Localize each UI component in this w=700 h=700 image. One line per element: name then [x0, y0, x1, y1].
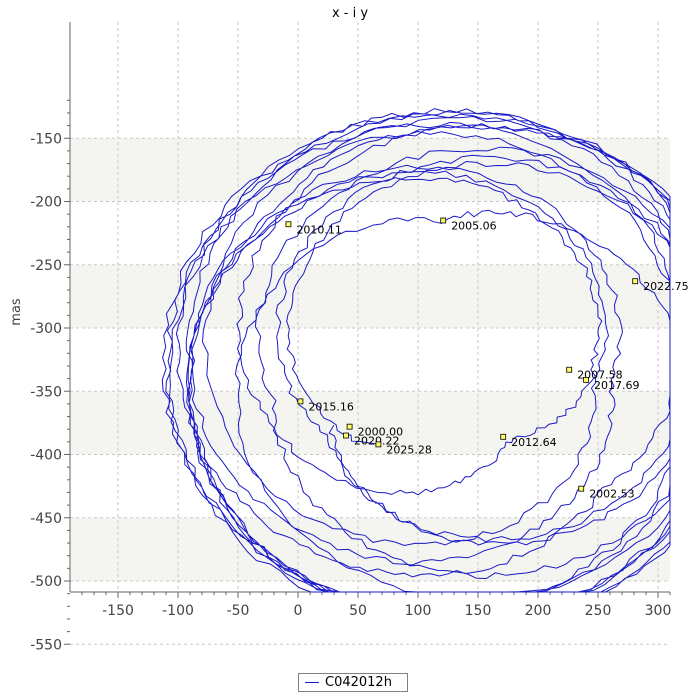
x-tick-label: 250	[585, 603, 612, 619]
epoch-label: 2017.69	[594, 379, 640, 392]
x-tick-label: 300	[645, 603, 672, 619]
epoch-marker	[285, 221, 292, 228]
y-tick-label: -150	[30, 131, 62, 147]
band	[70, 138, 670, 202]
y-tick-label: -300	[30, 321, 62, 337]
epoch-marker	[583, 376, 589, 383]
x-tick-label: 50	[349, 603, 367, 619]
y-tick-label: -200	[30, 195, 62, 211]
epoch-label: 2015.16	[308, 400, 354, 413]
epoch-label: 2022.75	[643, 280, 689, 293]
x-tick-label: -50	[227, 603, 250, 619]
epoch-marker	[346, 423, 353, 430]
x-tick-label: 150	[465, 603, 492, 619]
y-tick-label: -350	[30, 384, 62, 400]
x-tick-labels: -150 -100 -50 0 50 100 150 200 250 300	[102, 603, 671, 619]
legend: C042012h	[298, 673, 408, 692]
y-tick-label: -450	[30, 511, 62, 527]
y-tick-labels: -550 -500 -450 -400 -350 -300 -250 -200 -150	[30, 131, 62, 653]
epoch-label: 2010.11	[296, 223, 342, 236]
epoch-label: 2025.28	[386, 443, 432, 456]
chart-title: x - i y	[332, 6, 368, 21]
epoch-label: 2005.06	[451, 219, 497, 232]
epoch-markers: 2000.002002.532005.062007.582010.112012.…	[285, 217, 689, 501]
series-layer	[161, 108, 671, 593]
epoch-label: 2020.22	[354, 435, 400, 448]
band	[70, 264, 670, 328]
y-tick-label: -250	[30, 258, 62, 274]
epoch-marker	[566, 366, 573, 373]
x-tick-label: 200	[525, 603, 552, 619]
epoch-label: 2002.53	[589, 488, 635, 501]
y-tick-label: -400	[30, 448, 62, 464]
x-tick-label: 0	[294, 603, 303, 619]
x-tick-label: 100	[405, 603, 432, 619]
y-axis-label: mas	[9, 298, 24, 326]
epoch-marker	[375, 441, 382, 448]
y-tick-label: -500	[30, 574, 62, 590]
grid-lines	[70, 22, 670, 645]
epoch-marker	[297, 398, 304, 405]
series-line-c042012h	[161, 108, 671, 593]
x-tick-label: -150	[102, 603, 134, 619]
epoch-label: 2000.00	[358, 426, 404, 439]
epoch-marker	[500, 433, 507, 440]
epoch-marker	[343, 432, 349, 439]
epoch-marker	[578, 485, 585, 492]
legend-series-name: C042012h	[325, 675, 392, 690]
epoch-label: 2012.64	[511, 436, 557, 449]
x-tick-label: -100	[162, 603, 194, 619]
legend-swatch	[305, 682, 319, 683]
epoch-marker	[632, 278, 639, 285]
epoch-marker	[440, 217, 447, 224]
band	[70, 517, 670, 581]
background-bands	[70, 138, 670, 581]
y-tick-label: -550	[30, 637, 62, 653]
